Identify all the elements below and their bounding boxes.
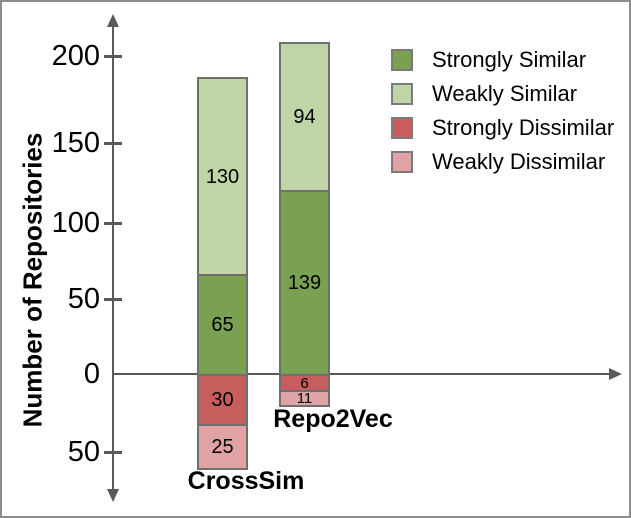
bar-value-label: 30	[211, 389, 234, 411]
bar-segment-strongly-dissimilar: 30	[197, 374, 248, 426]
bar-segment-strongly-similar: 65	[197, 274, 248, 376]
bar-value-label: 65	[211, 314, 234, 336]
y-tick-mark	[104, 222, 122, 225]
bar-segment-weakly-dissimilar: 11	[279, 390, 330, 407]
legend-item-strongly-dissimilar: Strongly Dissimilar	[391, 115, 614, 141]
bar-segment-weakly-similar: 130	[197, 77, 248, 276]
bar-segment-weakly-similar: 94	[279, 42, 330, 192]
legend-swatch-weakly-dissimilar	[391, 151, 413, 173]
legend-label: Strongly Similar	[432, 47, 587, 72]
y-tick-mark	[104, 142, 122, 145]
y-tick-label: 150	[51, 127, 100, 159]
legend-item-weakly-dissimilar: Weakly Dissimilar	[391, 149, 605, 175]
y-axis-arrow-up-icon	[107, 14, 119, 27]
y-axis-arrow-down-icon	[107, 489, 119, 502]
x-axis-line	[113, 373, 611, 375]
legend-label: Weakly Dissimilar	[432, 149, 606, 174]
y-tick-label: 50	[67, 436, 100, 468]
legend-item-strongly-similar: Strongly Similar	[391, 47, 586, 73]
category-label-repo2vec: Repo2Vec	[273, 405, 393, 433]
y-tick-label: 0	[83, 358, 100, 390]
bar-value-label: 94	[293, 106, 316, 128]
legend-swatch-strongly-similar	[391, 49, 413, 71]
bar-value-label: 25	[211, 436, 234, 458]
bar-value-label: 11	[296, 390, 313, 407]
y-tick-label: 100	[51, 207, 100, 239]
legend-swatch-weakly-similar	[391, 83, 413, 105]
bar-value-label: 139	[287, 272, 322, 294]
y-tick-mark	[104, 451, 122, 454]
x-axis-arrow-right-icon	[609, 368, 622, 380]
y-tick-label: 200	[51, 40, 100, 72]
legend-label: Weakly Similar	[432, 81, 578, 106]
legend-label: Strongly Dissimilar	[432, 115, 615, 140]
bar-segment-strongly-similar: 139	[279, 190, 330, 376]
y-tick-mark	[104, 55, 122, 58]
y-axis-line	[112, 22, 114, 494]
legend-swatch-strongly-dissimilar	[391, 117, 413, 139]
bar-value-label: 130	[205, 165, 240, 188]
category-label-crosssim: CrossSim	[187, 467, 305, 495]
bar-segment-weakly-dissimilar: 25	[197, 424, 248, 470]
bar-value-label: 6	[300, 374, 309, 392]
legend-item-weakly-similar: Weakly Similar	[391, 81, 577, 107]
y-tick-mark	[104, 298, 122, 301]
y-tick-label: 50	[67, 283, 100, 315]
